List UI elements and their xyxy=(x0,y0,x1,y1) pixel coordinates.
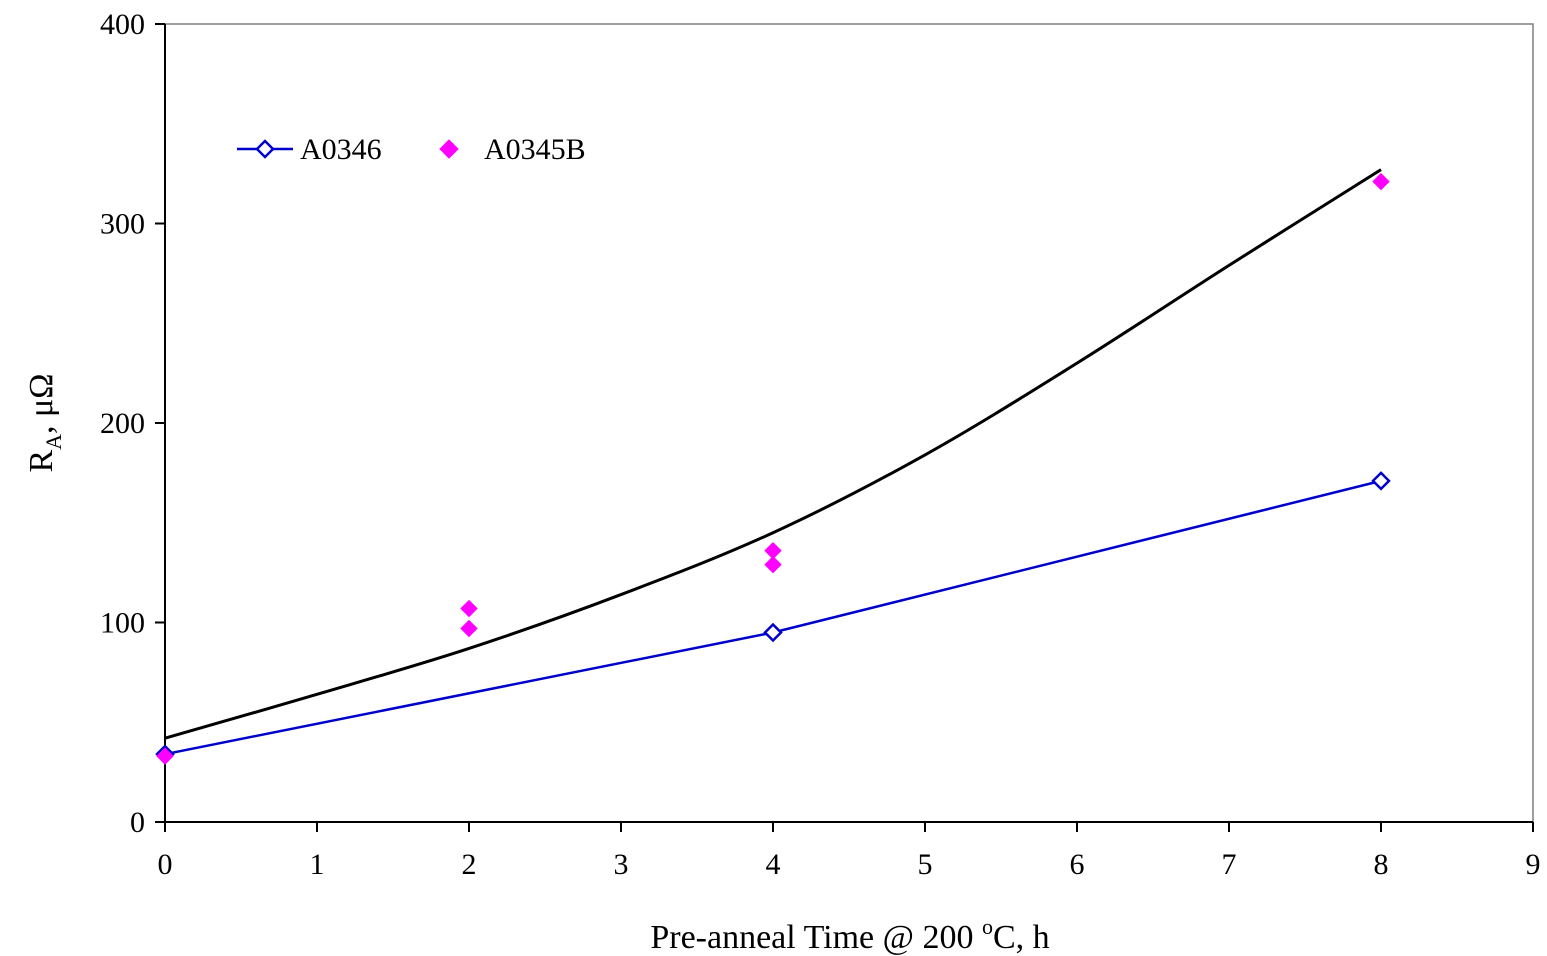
legend-marker-a0345b xyxy=(439,139,459,159)
x-tick-label: 4 xyxy=(766,848,781,881)
y-tick-label: 400 xyxy=(100,8,145,41)
x-tick-label: 5 xyxy=(918,848,933,881)
data-point-a0345b xyxy=(460,599,478,618)
x-tick-label: 8 xyxy=(1374,848,1389,881)
data-point-a0345b xyxy=(764,555,782,574)
data-point-a0345b xyxy=(156,747,174,765)
legend: A0346 A0345B xyxy=(237,133,586,166)
series-layer xyxy=(155,172,1391,765)
data-point-a0346 xyxy=(763,622,783,643)
x-axis: 0 1 2 3 4 5 6 7 8 9 xyxy=(158,822,1541,881)
trendline xyxy=(164,168,1382,740)
series-line-a0346 xyxy=(164,479,1382,756)
trendline-layer xyxy=(164,168,1382,740)
x-axis-title: Pre-anneal Time @ 200 oC, h xyxy=(650,914,1049,956)
y-tick-label: 0 xyxy=(130,806,145,839)
x-tick-label: 6 xyxy=(1070,848,1085,881)
x-tick-label: 1 xyxy=(310,848,325,881)
x-tick-label: 3 xyxy=(614,848,629,881)
y-tick-label: 200 xyxy=(100,407,145,440)
legend-label-a0345b: A0345B xyxy=(484,133,586,166)
x-tick-label: 0 xyxy=(158,848,173,881)
x-tick-label: 7 xyxy=(1222,848,1237,881)
y-axis-title: RA, μΩ xyxy=(23,373,66,472)
data-point-a0345b xyxy=(460,619,478,638)
x-tick-label: 9 xyxy=(1526,848,1541,881)
y-axis: 0 100 200 300 400 xyxy=(100,8,165,839)
y-tick-label: 100 xyxy=(100,607,145,640)
legend-marker-a0346 xyxy=(255,139,275,159)
y-tick-label: 300 xyxy=(100,208,145,241)
data-point-a0346 xyxy=(1371,471,1391,491)
x-tick-label: 2 xyxy=(462,848,477,881)
data-point-a0345b xyxy=(1372,172,1390,191)
legend-label-a0346: A0346 xyxy=(300,133,382,166)
